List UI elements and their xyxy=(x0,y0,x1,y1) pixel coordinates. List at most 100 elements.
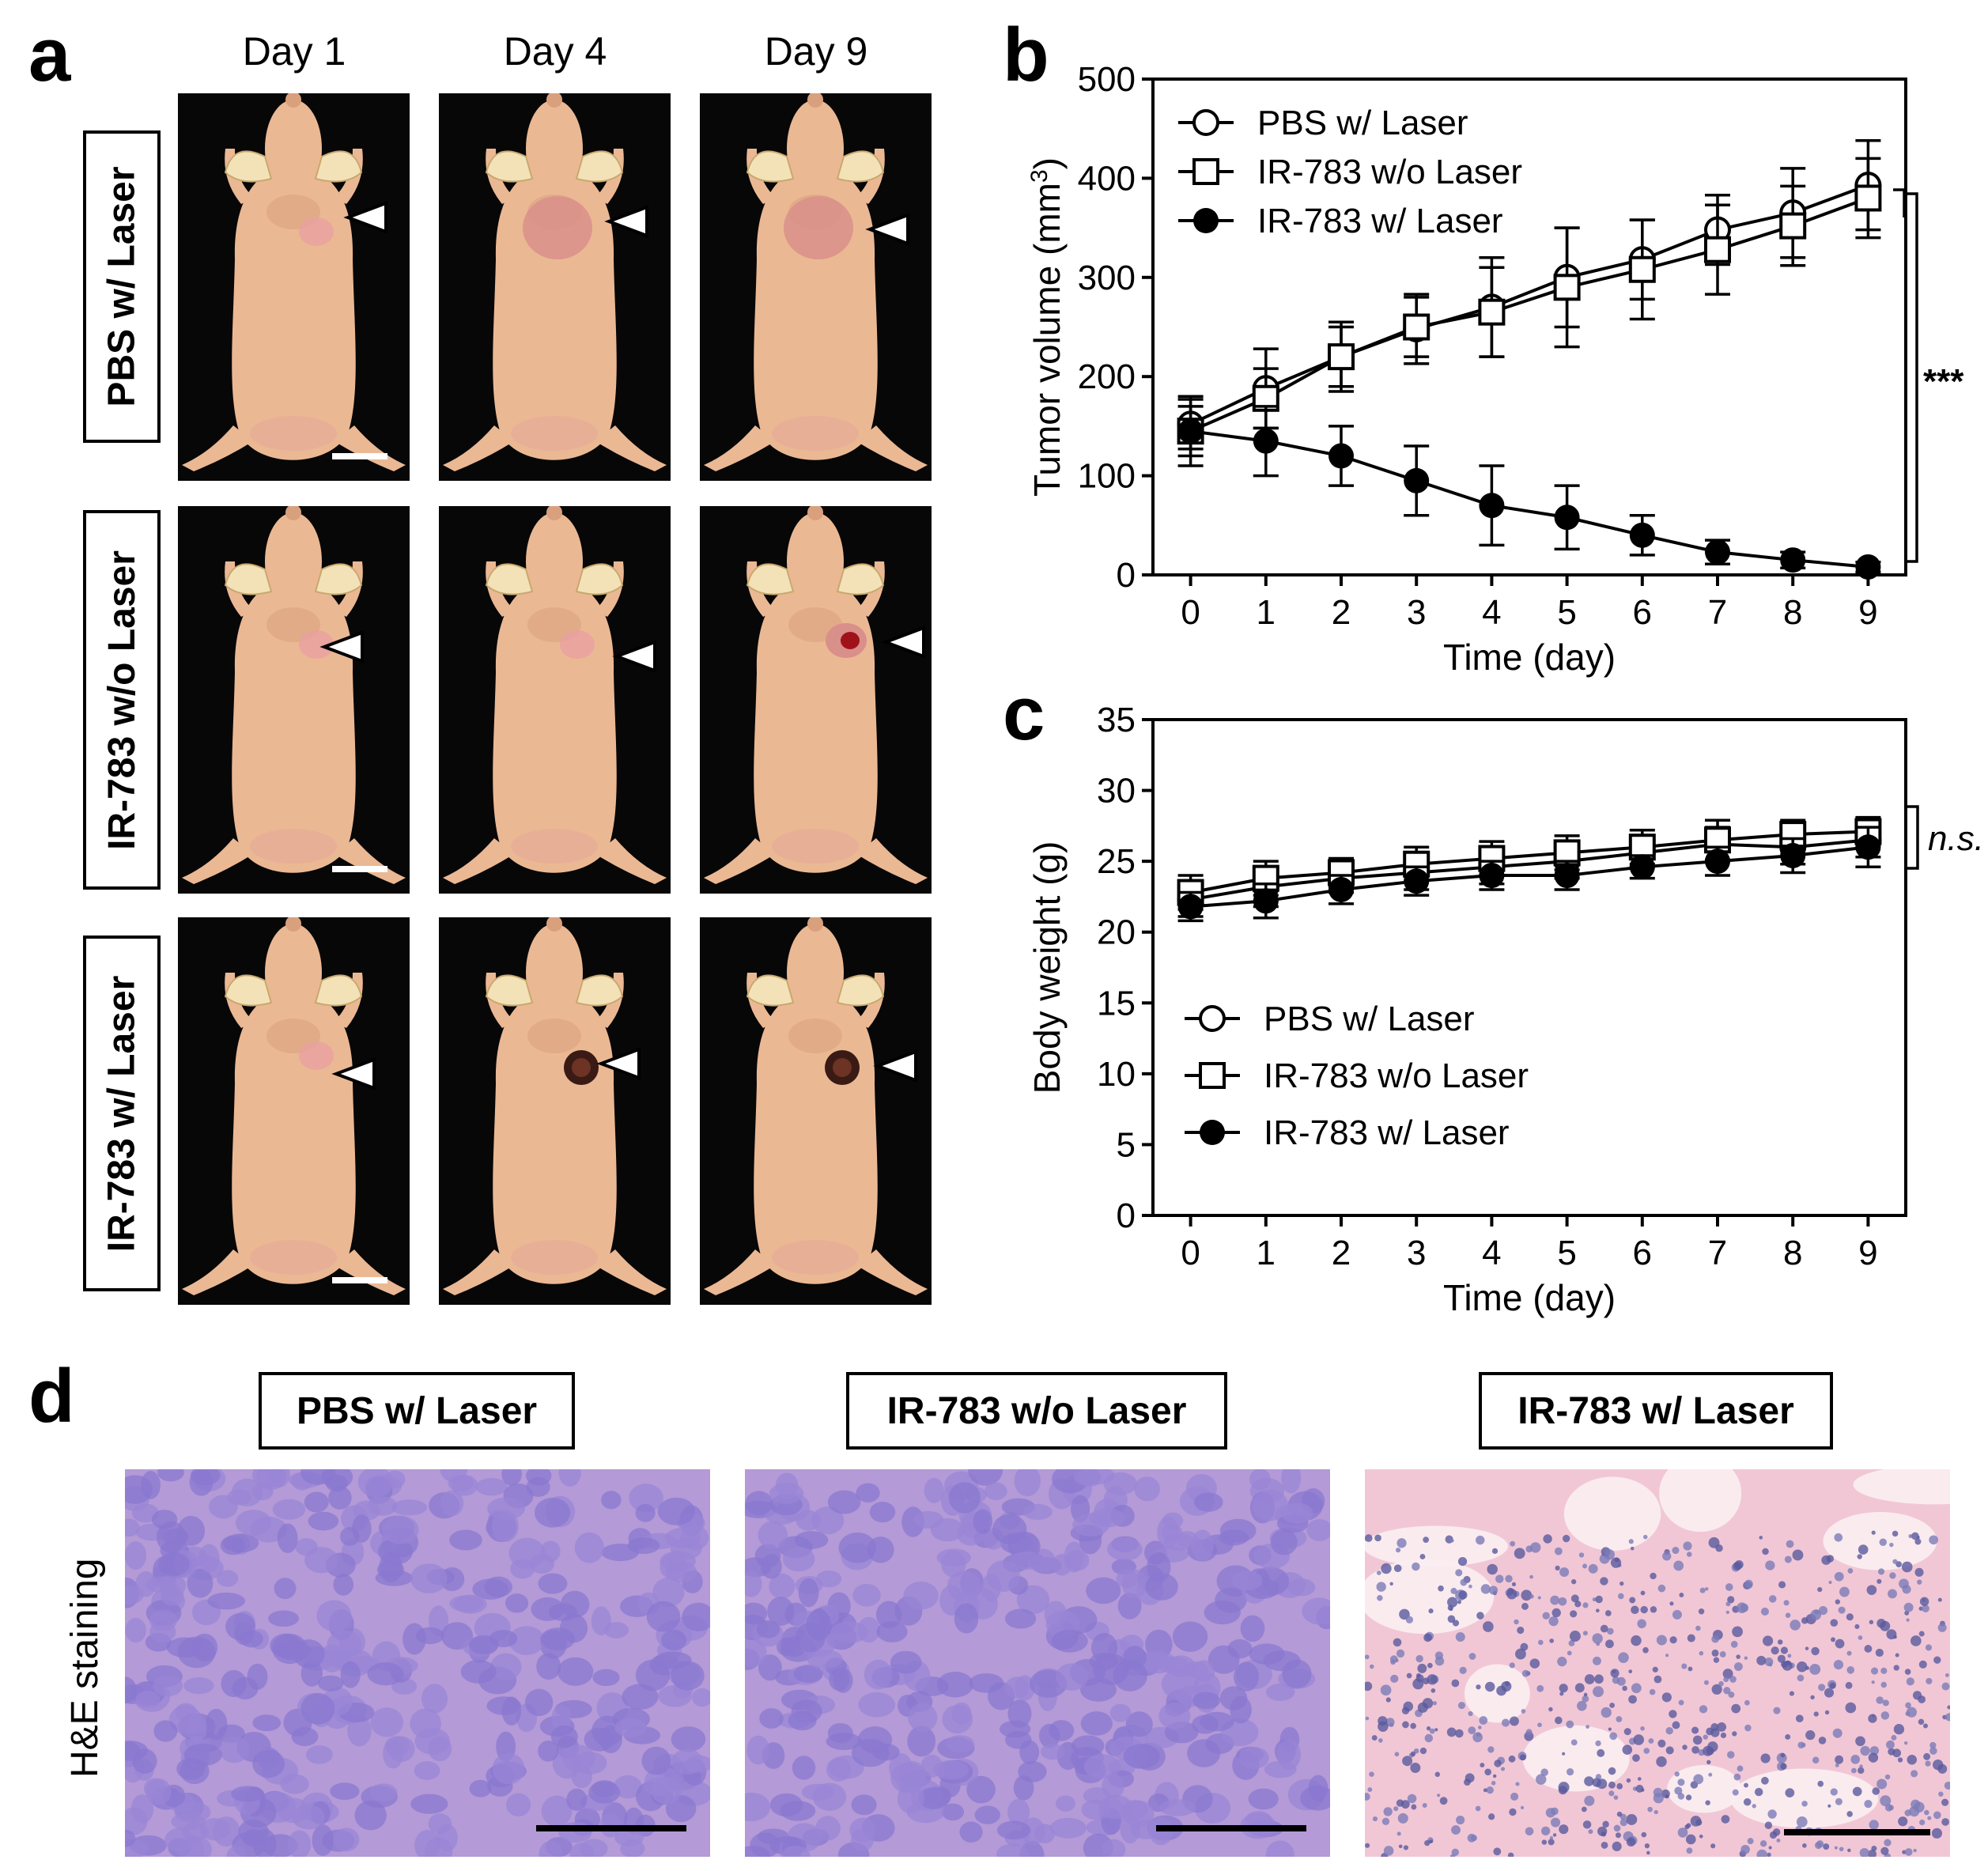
fragmented-nucleus xyxy=(1507,1852,1514,1857)
fragmented-nucleus xyxy=(1877,1578,1882,1584)
cell-nucleus xyxy=(487,1497,525,1521)
fragmented-nucleus xyxy=(1703,1734,1708,1740)
fragmented-nucleus xyxy=(1581,1806,1587,1812)
mouse-head xyxy=(265,512,322,610)
y-tick-label: 15 xyxy=(1097,984,1136,1022)
cell-nucleus xyxy=(1157,1516,1180,1548)
mouse-hind-leg xyxy=(595,838,667,884)
fragmented-nucleus xyxy=(1529,1594,1534,1599)
fragmented-nucleus xyxy=(1905,1702,1911,1709)
cell-nucleus xyxy=(1005,1676,1030,1699)
mouse-ear xyxy=(224,150,273,183)
fragmented-nucleus xyxy=(1877,1568,1885,1575)
x-axis-label: Time (day) xyxy=(1443,637,1616,678)
fragmented-nucleus xyxy=(1661,1692,1672,1703)
mouse-hind-leg xyxy=(704,425,775,471)
fragmented-nucleus xyxy=(1868,1752,1879,1763)
fragmented-nucleus xyxy=(1886,1629,1897,1640)
cell-nucleus xyxy=(367,1662,404,1686)
fragmented-nucleus xyxy=(1817,1780,1824,1787)
fragmented-nucleus xyxy=(1456,1816,1465,1825)
fragmented-nucleus xyxy=(1864,1644,1873,1653)
fragmented-nucleus xyxy=(1827,1804,1831,1808)
fragmented-nucleus xyxy=(1585,1725,1589,1729)
cell-nucleus xyxy=(415,1627,444,1645)
fragmented-nucleus xyxy=(1616,1716,1623,1722)
cell-nucleus xyxy=(231,1786,265,1802)
fragmented-nucleus xyxy=(1492,1774,1497,1778)
fragmented-nucleus xyxy=(1470,1835,1477,1842)
fragmented-nucleus xyxy=(1396,1548,1401,1553)
fragmented-nucleus xyxy=(1385,1718,1395,1727)
marker-filled-circle xyxy=(1705,849,1730,875)
cell-nucleus xyxy=(858,1692,895,1718)
fragmented-nucleus xyxy=(1695,1625,1701,1631)
fragmented-nucleus xyxy=(1429,1839,1434,1844)
fragmented-nucleus xyxy=(1640,1590,1646,1596)
fragmented-nucleus xyxy=(1480,1763,1485,1768)
cell-nucleus xyxy=(946,1735,975,1752)
fragmented-nucleus xyxy=(1929,1747,1937,1755)
fragmented-nucleus xyxy=(1622,1685,1627,1691)
fragmented-nucleus xyxy=(1691,1726,1699,1734)
fragmented-nucleus xyxy=(1595,1740,1601,1747)
cell-nucleus xyxy=(125,1676,137,1704)
fragmented-nucleus xyxy=(1839,1846,1844,1852)
fragmented-nucleus xyxy=(1685,1834,1696,1845)
cell-nucleus xyxy=(1040,1743,1065,1760)
fragmented-nucleus xyxy=(1652,1666,1658,1673)
x-tick-label: 7 xyxy=(1708,1234,1727,1272)
fragmented-nucleus xyxy=(1558,1786,1567,1795)
row-label-ir783-laser: IR-783 w/ Laser xyxy=(83,936,161,1291)
fragmented-nucleus xyxy=(1872,1787,1880,1795)
y-tick-label: 400 xyxy=(1078,159,1136,198)
fragmented-nucleus xyxy=(1623,1728,1631,1736)
he-title-ir783-no-laser: IR-783 w/o Laser xyxy=(846,1372,1227,1450)
fragmented-nucleus xyxy=(1835,1797,1842,1805)
fragmented-nucleus xyxy=(1365,1534,1373,1542)
fragmented-nucleus xyxy=(1744,1724,1752,1732)
fragmented-nucleus xyxy=(1601,1841,1608,1849)
he-image-ir783-laser xyxy=(1365,1469,1950,1857)
mouse-head xyxy=(526,100,583,198)
plot-frame xyxy=(1151,718,1907,1217)
fragmented-nucleus xyxy=(1906,1618,1910,1622)
cell-nucleus xyxy=(1249,1469,1271,1491)
fragmented-nucleus xyxy=(1455,1729,1464,1738)
fragmented-nucleus xyxy=(1610,1557,1622,1568)
x-tick-label: 9 xyxy=(1858,593,1877,632)
fragmented-nucleus xyxy=(1365,1793,1370,1801)
fragmented-nucleus xyxy=(1732,1731,1737,1737)
fragmented-nucleus xyxy=(1487,1813,1495,1820)
fragmented-nucleus xyxy=(1495,1574,1504,1583)
fragmented-nucleus xyxy=(1537,1722,1542,1728)
fragmented-nucleus xyxy=(1457,1702,1466,1710)
fragmented-nucleus xyxy=(1845,1702,1857,1714)
fragmented-nucleus xyxy=(1869,1620,1874,1625)
fragmented-nucleus xyxy=(1592,1597,1597,1602)
fragmented-nucleus xyxy=(1764,1657,1774,1666)
mouse-body xyxy=(704,93,928,471)
mouse-hind-leg xyxy=(443,425,514,471)
mouse-nose xyxy=(546,93,562,108)
fragmented-nucleus xyxy=(1706,1727,1714,1736)
marker-filled-circle xyxy=(1253,428,1279,454)
fragmented-nucleus xyxy=(1859,1847,1869,1857)
cell-nucleus xyxy=(414,1830,440,1857)
mouse-ear xyxy=(485,974,534,1007)
cell-nucleus xyxy=(851,1794,877,1816)
cell-nucleus xyxy=(852,1583,881,1607)
fragmented-nucleus xyxy=(1839,1586,1850,1597)
fragmented-nucleus xyxy=(1828,1580,1832,1585)
cell-nucleus xyxy=(560,1590,590,1618)
cell-nucleus xyxy=(986,1560,1020,1593)
cell-nucleus xyxy=(161,1585,184,1606)
fragmented-nucleus xyxy=(1913,1848,1917,1853)
cell-nucleus xyxy=(436,1824,458,1852)
cell-nucleus xyxy=(913,1510,943,1529)
fragmented-nucleus xyxy=(1365,1654,1370,1660)
fragmented-nucleus xyxy=(1690,1816,1702,1827)
fragmented-nucleus xyxy=(1447,1597,1458,1608)
fragmented-nucleus xyxy=(1785,1612,1791,1618)
fragmented-nucleus xyxy=(1665,1746,1674,1755)
